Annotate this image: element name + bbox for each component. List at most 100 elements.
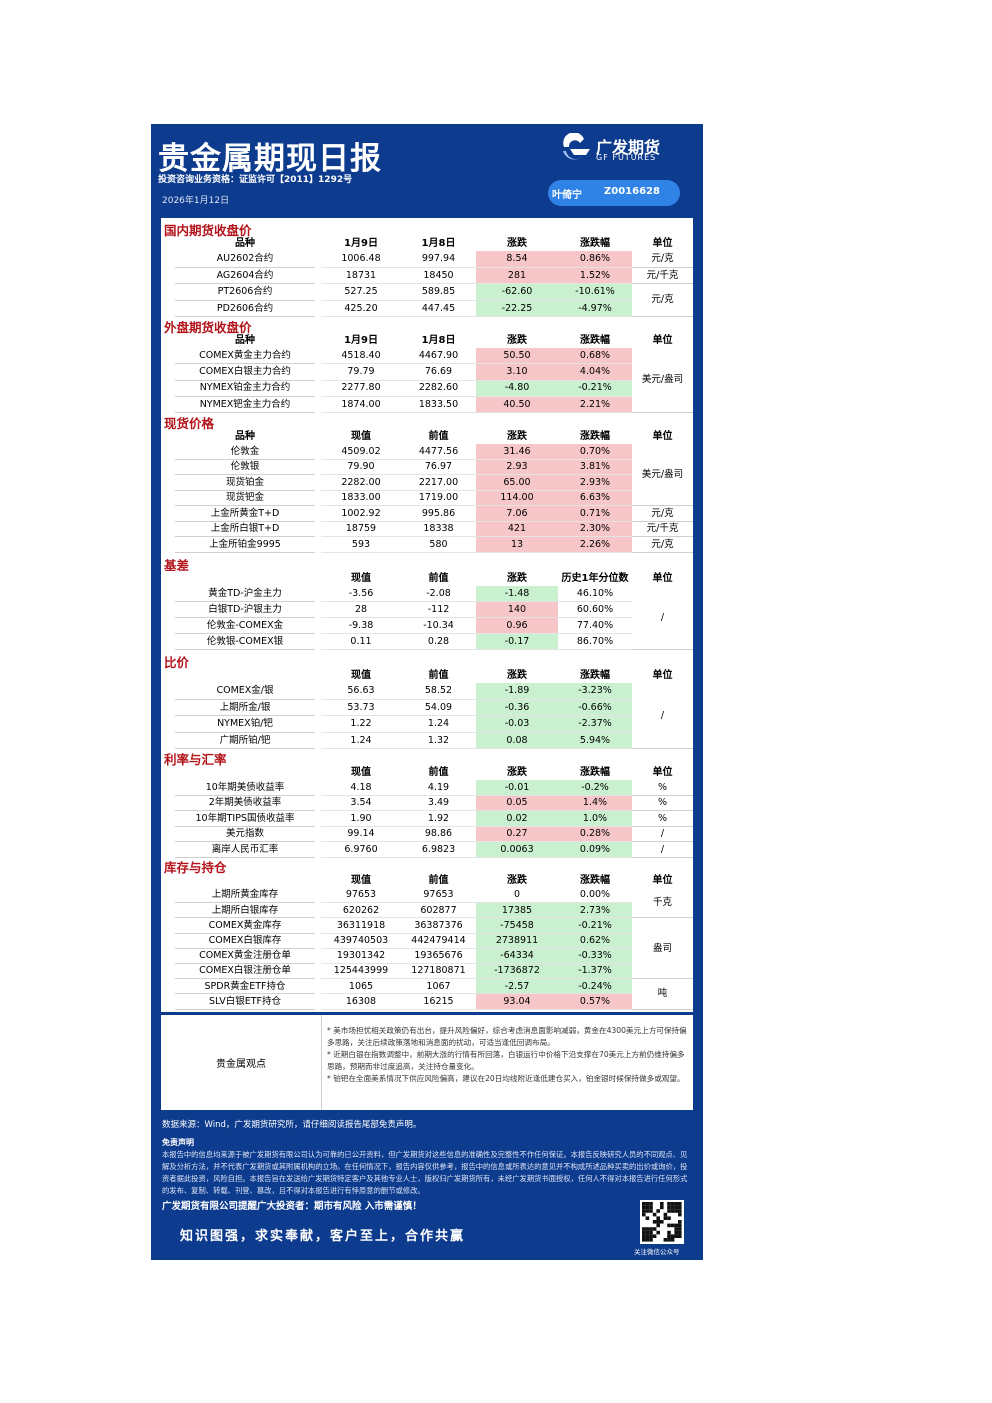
row-name: AU2602合约 bbox=[175, 251, 315, 268]
row-value: -0.21% bbox=[558, 380, 632, 397]
qr-module bbox=[670, 1223, 675, 1228]
row-value: 3.49 bbox=[401, 796, 476, 811]
section-title: 比价 bbox=[164, 655, 190, 670]
row-name: NYMEX钯金主力合约 bbox=[175, 397, 315, 414]
unit: 元/克 bbox=[632, 284, 693, 317]
qr-module bbox=[663, 1212, 668, 1217]
row-value: 1874.00 bbox=[321, 397, 401, 414]
row-value: 4.18 bbox=[321, 780, 401, 796]
qr-module bbox=[678, 1205, 682, 1210]
row-value: 2282.00 bbox=[321, 475, 401, 491]
unit: 千克 bbox=[632, 888, 693, 919]
logo-en: GF FUTURES bbox=[596, 153, 657, 162]
column-header: 1月9日 bbox=[344, 334, 378, 346]
row-value: -1.48 bbox=[476, 586, 558, 602]
row-name: COMEX金/银 bbox=[175, 683, 315, 700]
qualification: 投资咨询业务资格：证监许可【2011】1292号 bbox=[158, 175, 353, 185]
row-value: 125443999 bbox=[321, 964, 401, 980]
row-value: 1.0% bbox=[558, 811, 632, 827]
view-text: * 美市场担忧相关政策仍有出台，提升风险偏好，综合考虑消息面影响减弱，黄金在43… bbox=[327, 1025, 689, 1085]
column-header: 品种 bbox=[235, 334, 255, 346]
row-value: -1736872 bbox=[476, 964, 558, 980]
row-name: 伦敦银-COMEX银 bbox=[175, 634, 315, 650]
row-value: 76.69 bbox=[401, 364, 476, 381]
qr-module bbox=[649, 1205, 653, 1210]
row-value: 593 bbox=[321, 537, 401, 553]
qr-module bbox=[645, 1227, 650, 1231]
row-value: 76.97 bbox=[401, 460, 476, 475]
qr-module bbox=[678, 1209, 682, 1213]
row-value: 1.24 bbox=[401, 716, 476, 733]
analyst-pill bbox=[548, 180, 680, 206]
row-value: 447.45 bbox=[401, 301, 476, 317]
qr-module bbox=[642, 1227, 646, 1231]
row-value: 28 bbox=[321, 602, 401, 618]
column-header: 涨跌 bbox=[507, 572, 527, 584]
row-value: 2.30% bbox=[558, 521, 632, 537]
row-value: -3.56 bbox=[321, 586, 401, 602]
row-value: 97653 bbox=[401, 888, 476, 904]
row-value: 281 bbox=[476, 267, 558, 284]
row-value: -0.24% bbox=[558, 979, 632, 995]
row-value: 1.92 bbox=[401, 811, 476, 827]
row-value: 5.94% bbox=[558, 732, 632, 749]
report-title: 贵金属期现日报 bbox=[158, 141, 382, 177]
column-header: 单位 bbox=[652, 572, 673, 584]
section-title: 国内期货收盘价 bbox=[164, 223, 252, 238]
qr-module bbox=[645, 1202, 650, 1206]
row-name: PT2606合约 bbox=[175, 284, 315, 301]
row-value: -64334 bbox=[476, 948, 558, 964]
unit: 元/克 bbox=[632, 506, 693, 522]
row-value: 425.20 bbox=[321, 301, 401, 317]
row-value: 0.68% bbox=[558, 348, 632, 365]
qr-module bbox=[652, 1220, 657, 1224]
qr-module bbox=[642, 1212, 646, 1217]
report-date: 2026年1月12日 bbox=[162, 196, 230, 206]
column-header: 涨跌 bbox=[507, 430, 527, 442]
row-value: 589.85 bbox=[401, 284, 476, 301]
row-value: 3.81% bbox=[558, 459, 632, 475]
unit: / bbox=[632, 586, 693, 650]
qr-module bbox=[667, 1216, 671, 1220]
unit: / bbox=[632, 827, 693, 842]
column-header: 前值 bbox=[428, 766, 449, 778]
column-header: 涨跌 bbox=[507, 874, 527, 886]
qr-module bbox=[642, 1230, 646, 1235]
row-value: 4477.56 bbox=[401, 444, 476, 460]
qr-module bbox=[678, 1227, 682, 1231]
row-name: 现货铂金 bbox=[175, 475, 315, 491]
row-value: -2.37% bbox=[558, 716, 632, 733]
row-value: 2.93% bbox=[558, 475, 632, 491]
row-value: 2.73% bbox=[558, 903, 632, 919]
qr-module bbox=[645, 1216, 650, 1220]
row-value: 40.50 bbox=[476, 396, 558, 414]
row-name: COMEX白银库存 bbox=[175, 934, 315, 949]
logo-icon bbox=[563, 133, 590, 160]
qr-module bbox=[678, 1220, 682, 1224]
row-value: -0.21% bbox=[558, 918, 632, 934]
qr-module bbox=[645, 1209, 650, 1213]
column-header bbox=[175, 668, 315, 683]
row-value: -10.34 bbox=[401, 618, 476, 634]
row-value: -0.36 bbox=[476, 699, 558, 716]
column-header: 历史1年分位数 bbox=[561, 572, 629, 584]
row-value: -2.08 bbox=[401, 586, 476, 602]
unit: 元/克 bbox=[632, 251, 693, 268]
column-header: 单位 bbox=[652, 766, 673, 778]
column-header: 涨跌 bbox=[507, 669, 527, 681]
row-name: COMEX白银主力合约 bbox=[175, 364, 315, 381]
row-value: 0.00% bbox=[558, 888, 632, 904]
unit: 盎司 bbox=[632, 918, 693, 980]
row-value: 1002.92 bbox=[321, 506, 401, 522]
row-value: 580 bbox=[401, 537, 476, 553]
qr-module bbox=[656, 1209, 660, 1213]
row-value: 997.94 bbox=[401, 251, 476, 268]
row-name: 10年期TIPS国债收益率 bbox=[175, 811, 315, 827]
row-value: 0.08 bbox=[476, 732, 558, 749]
row-name: 上金所白银T+D bbox=[175, 522, 315, 537]
row-name: 上期所金/银 bbox=[175, 700, 315, 716]
row-value: 46.10% bbox=[558, 586, 632, 602]
column-header: 涨跌幅 bbox=[580, 430, 610, 442]
row-value: 18759 bbox=[321, 522, 401, 537]
row-value: 0.62% bbox=[558, 933, 632, 949]
